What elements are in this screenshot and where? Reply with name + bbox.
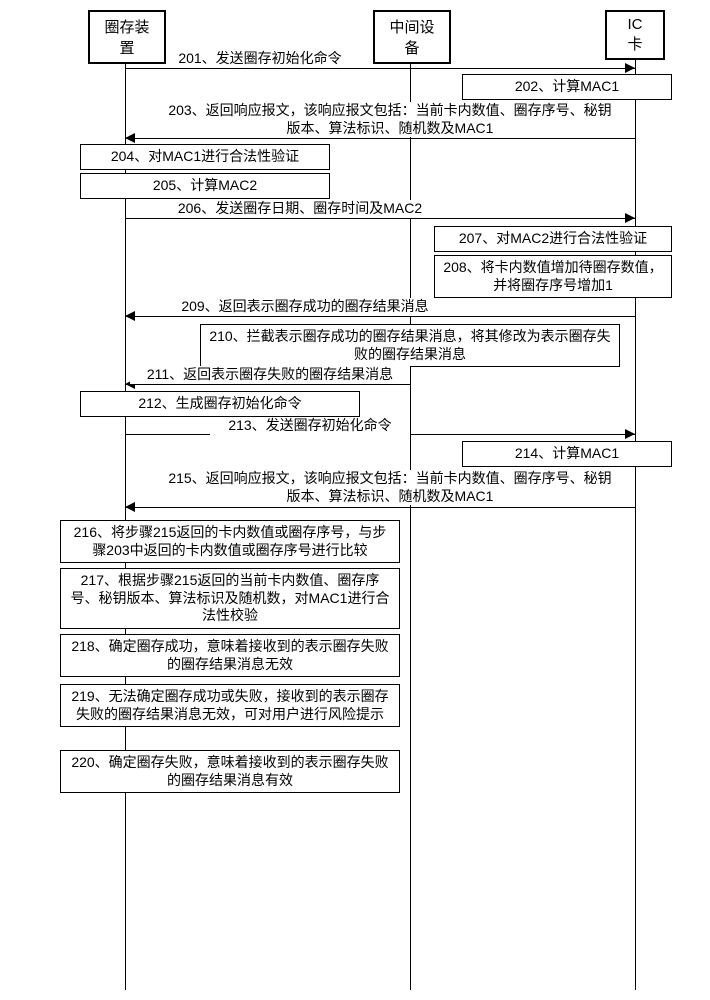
arrow-label-8: 209、返回表示圈存成功的圈存结果消息 bbox=[160, 298, 450, 316]
arrow-head-right-icon bbox=[625, 63, 635, 73]
arrow-head-left-icon bbox=[125, 502, 135, 512]
arrow-2 bbox=[125, 138, 635, 139]
arrow-head-right-icon bbox=[625, 429, 635, 439]
arrow-label-2: 203、返回响应报文，该响应报文包括：当前卡内数值、圈存序号、秘钥版本、算法标识… bbox=[160, 102, 620, 137]
participant-middle: 中间设备 bbox=[373, 10, 451, 64]
step-box-7: 208、将卡内数值增加待圈存数值，并将圈存序号增加1 bbox=[434, 255, 672, 298]
arrow-head-left-icon bbox=[125, 133, 135, 143]
step-box-16: 217、根据步骤215返回的当前卡内数值、圈存序号、秘钥版本、算法标识及随机数，… bbox=[60, 568, 400, 629]
participant-device: 圈存装置 bbox=[88, 10, 166, 64]
arrow-label-12: 213、发送圈存初始化命令 bbox=[210, 417, 410, 435]
arrow-0 bbox=[125, 68, 635, 69]
arrow-5 bbox=[125, 218, 635, 219]
arrow-label-10: 211、返回表示圈存失败的圈存结果消息 bbox=[130, 366, 410, 384]
step-box-9: 210、拦截表示圈存成功的圈存结果消息，将其修改为表示圈存失败的圈存结果消息 bbox=[200, 324, 620, 367]
step-box-13: 214、计算MAC1 bbox=[462, 441, 672, 467]
arrow-label-14: 215、返回响应报文，该响应报文包括：当前卡内数值、圈存序号、秘钥版本、算法标识… bbox=[160, 470, 620, 505]
step-box-1: 202、计算MAC1 bbox=[462, 74, 672, 100]
arrow-head-right-icon bbox=[625, 213, 635, 223]
step-box-11: 212、生成圈存初始化命令 bbox=[80, 391, 360, 417]
step-box-19: 220、确定圈存失败，意味着接收到的表示圈存失败的圈存结果消息有效 bbox=[60, 750, 400, 793]
arrow-head-left-icon bbox=[125, 311, 135, 321]
lifeline-card bbox=[635, 40, 636, 990]
sequence-diagram: 圈存装置 中间设备 IC卡 201、发送圈存初始化命令 202、计算MAC1203、返回… bbox=[10, 10, 700, 990]
step-box-4: 205、计算MAC2 bbox=[80, 173, 330, 199]
step-box-3: 204、对MAC1进行合法性验证 bbox=[80, 144, 330, 170]
participant-card: IC卡 bbox=[605, 10, 665, 60]
step-box-6: 207、对MAC2进行合法性验证 bbox=[434, 226, 672, 252]
arrow-14 bbox=[125, 507, 635, 508]
step-box-15: 216、将步骤215返回的卡内数值或圈存序号，与步骤203中返回的卡内数值或圈存… bbox=[60, 520, 400, 563]
arrow-label-5: 206、发送圈存日期、圈存时间及MAC2 bbox=[160, 200, 440, 218]
arrow-10 bbox=[125, 384, 410, 385]
step-box-18: 219、无法确定圈存成功或失败，接收到的表示圈存失败的圈存结果消息无效，可对用户… bbox=[60, 684, 400, 727]
step-box-17: 218、确定圈存成功，意味着接收到的表示圈存失败的圈存结果消息无效 bbox=[60, 634, 400, 677]
lifeline-middle bbox=[410, 40, 411, 990]
arrow-8 bbox=[125, 316, 635, 317]
arrow-label-0: 201、发送圈存初始化命令 bbox=[160, 50, 360, 68]
